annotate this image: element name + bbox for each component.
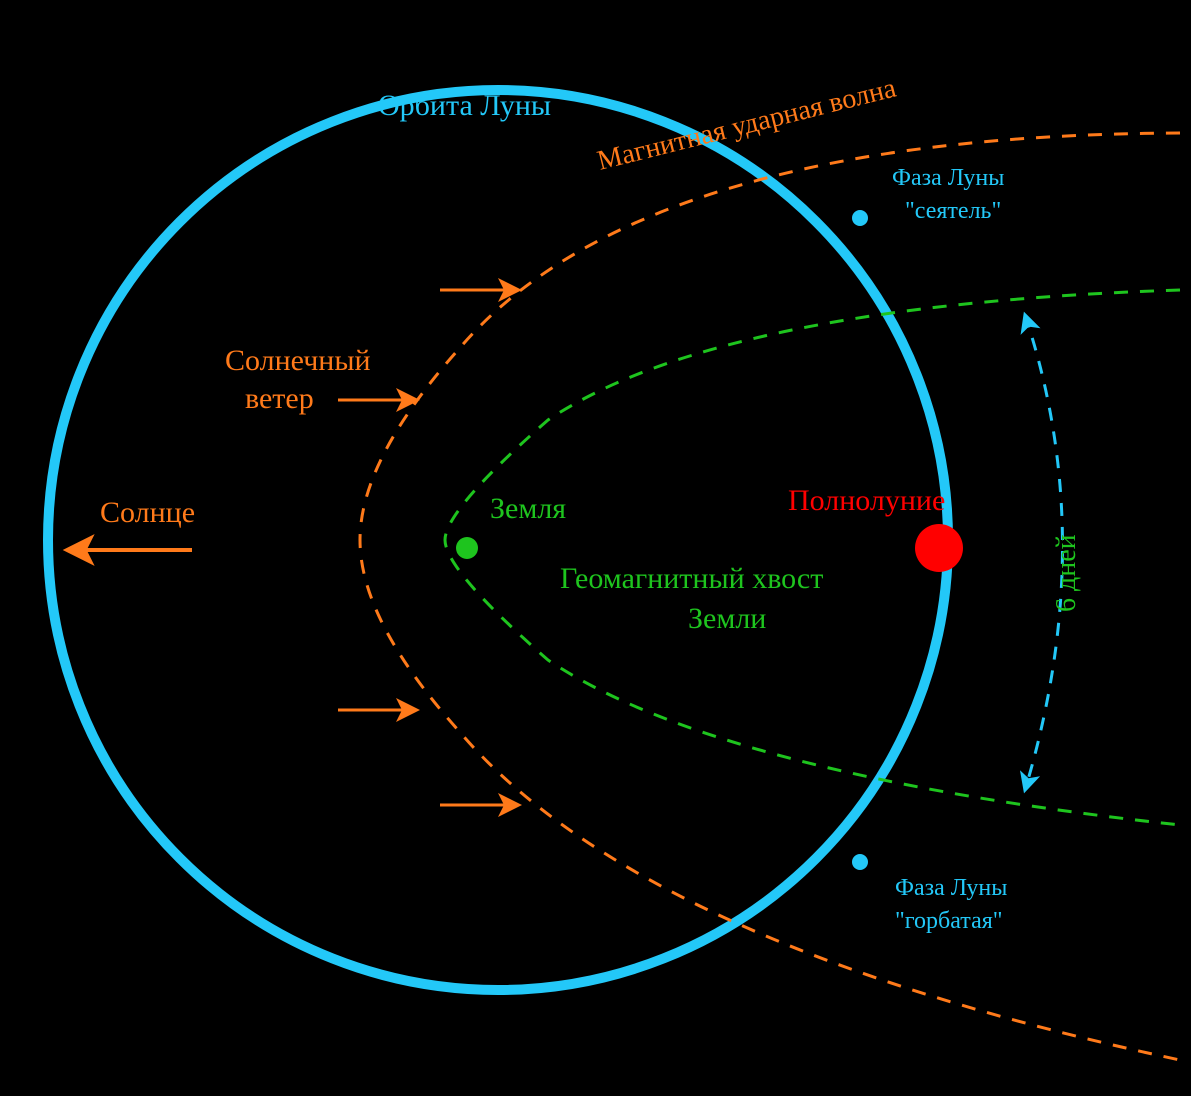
label-phase_top2: "сеятель" bbox=[905, 198, 1001, 224]
full-moon-dot bbox=[915, 524, 963, 572]
label-solar_wind2: ветер bbox=[245, 382, 314, 415]
moon-phase-bottom-dot bbox=[852, 854, 868, 870]
label-phase_bot2: "горбатая" bbox=[895, 908, 1003, 934]
label-full_moon: Полнолуние bbox=[788, 484, 945, 517]
label-earth: Земля bbox=[490, 492, 566, 525]
moon-phase-top-dot bbox=[852, 210, 868, 226]
label-phase_top1: Фаза Луны bbox=[892, 165, 1004, 191]
label-sun: Солнце bbox=[100, 496, 195, 529]
diagram-canvas: Орбита ЛуныМагнитная ударная волнаФаза Л… bbox=[0, 0, 1191, 1096]
label-phase_bot1: Фаза Луны bbox=[895, 875, 1007, 901]
label-tail2: Земли bbox=[688, 602, 766, 635]
label-solar_wind1: Солнечный bbox=[225, 344, 371, 377]
label-orbit: Орбита Луны bbox=[378, 89, 551, 122]
label-tail1: Геомагнитный хвост bbox=[560, 562, 823, 595]
earth-dot bbox=[456, 537, 478, 559]
label-six_days: 6 дней bbox=[1051, 534, 1082, 612]
